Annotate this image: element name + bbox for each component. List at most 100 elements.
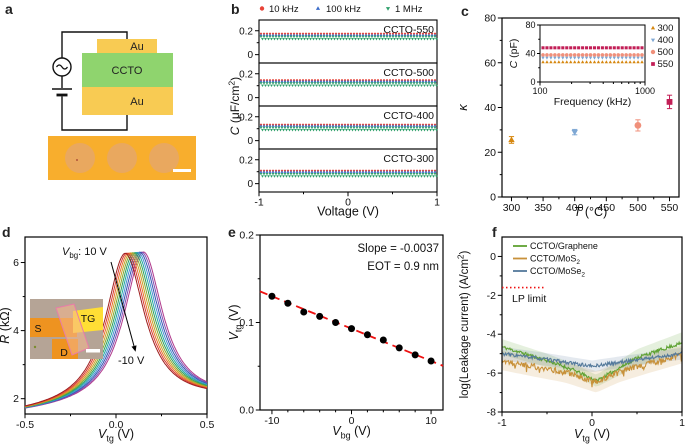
svg-text:100: 100: [532, 86, 547, 96]
svg-text:-1: -1: [497, 417, 506, 429]
svg-text:Vtg (V): Vtg (V): [228, 305, 243, 341]
svg-text:κ: κ: [455, 103, 470, 111]
svg-text:0: 0: [345, 197, 351, 209]
svg-text:CCTO/MoS2: CCTO/MoS2: [530, 254, 580, 266]
micrograph: [48, 136, 196, 180]
series-1 MHz: [259, 126, 438, 132]
panel-d-chart: -0.5 0.0 0.5 2 4 6 Vtg (V) R (kΩ) Vbg: 10 V -10 V…: [0, 236, 214, 443]
svg-text:log(Leakage current) (A/cm2): log(Leakage current) (A/cm2): [457, 250, 471, 398]
series-1 MHz: [259, 82, 438, 88]
svg-text:1000: 1000: [635, 86, 655, 96]
svg-text:Vtg (V): Vtg (V): [574, 427, 610, 443]
bottom-electrode-label: Au: [130, 96, 143, 108]
series-1 MHz: [259, 172, 438, 178]
inset-series-300: [541, 60, 644, 64]
svg-text:60: 60: [484, 57, 496, 69]
svg-text:40: 40: [525, 49, 535, 59]
svg-text:Frequency (kHz): Frequency (kHz): [554, 96, 632, 108]
series-100 kHz: [259, 124, 437, 127]
panel-label-d: d: [2, 224, 11, 240]
svg-text:450: 450: [598, 202, 616, 214]
panel-b-chart: 10 kHz 100 kHz 1 MHz0.20CCTO-5500.20CCTO-5…: [228, 4, 440, 219]
svg-text:Vtg (V): Vtg (V): [98, 427, 134, 443]
svg-text:400: 400: [566, 202, 584, 214]
svg-text:80: 80: [484, 13, 496, 25]
scale-bar: [173, 169, 191, 172]
subplot-CCTO-500: 0.2 0 CCTO-500: [239, 62, 438, 107]
capacitor-pad: [149, 143, 179, 173]
svg-text:0: 0: [530, 77, 535, 87]
svg-text:400: 400: [658, 35, 674, 46]
svg-text:300: 300: [503, 202, 521, 214]
top-electrode-rect: [97, 39, 157, 53]
svg-text:0: 0: [490, 251, 496, 263]
svg-text:Voltage (V): Voltage (V): [317, 205, 379, 219]
svg-text:0: 0: [247, 93, 253, 104]
svg-text:-0.5: -0.5: [16, 419, 34, 431]
lp-limit: LP limit: [502, 286, 546, 305]
capacitor-pad: [107, 143, 137, 173]
panel-a-schematic: Au CCTO Au: [48, 31, 196, 180]
axes: -0.5 0.0 0.5 2 4 6: [13, 257, 214, 431]
svg-text:R (kΩ): R (kΩ): [0, 307, 12, 343]
panel-b-legend: 10 kHz 100 kHz 1 MHz: [259, 4, 423, 15]
svg-text:EOT = 0.9 nm: EOT = 0.9 nm: [367, 261, 439, 273]
curve-CCTO/MoS_{2}: [501, 352, 683, 388]
svg-text:0.2: 0.2: [239, 230, 254, 242]
svg-text:1 MHz: 1 MHz: [395, 4, 423, 15]
svg-text:1: 1: [679, 417, 685, 429]
svg-text:20: 20: [484, 147, 496, 159]
svg-text:0.2: 0.2: [239, 69, 253, 80]
svg-text:80: 80: [525, 20, 535, 30]
svg-text:CCTO-500: CCTO-500: [383, 67, 434, 79]
svg-text:0: 0: [247, 179, 253, 190]
svg-text:Vbg: 10 V: Vbg: 10 V: [62, 246, 108, 260]
series-100 kHz: [259, 79, 437, 83]
curve-CCTO/Graphene: [501, 340, 683, 384]
svg-text:Slope = -0.0037: Slope = -0.0037: [357, 243, 439, 255]
svg-text:0: 0: [490, 192, 496, 204]
svg-text:2: 2: [13, 393, 19, 405]
svg-text:S: S: [34, 323, 41, 335]
x-axis: -1 0 1: [254, 192, 440, 209]
svg-text:0: 0: [349, 415, 355, 427]
svg-text:-10 V: -10 V: [118, 355, 145, 367]
svg-text:TG: TG: [81, 313, 96, 325]
data-points: [268, 292, 435, 365]
bottom-electrode-rect: [82, 87, 173, 115]
svg-text:300: 300: [658, 23, 674, 34]
svg-text:-6: -6: [487, 368, 496, 380]
svg-text:350: 350: [534, 202, 552, 214]
panel-label-c: c: [461, 3, 469, 19]
series-100 kHz: [259, 170, 437, 173]
panel-label-b: b: [231, 1, 240, 17]
svg-text:100 kHz: 100 kHz: [326, 4, 361, 15]
device-micrograph: S TG D: [30, 299, 103, 359]
svg-text:C (μF/cm2): C (μF/cm2): [228, 77, 242, 135]
panel-f-chart: -1 0 1 0 -2 -4 -6 -8 Vtg (V) log(Leakage current)…: [457, 236, 685, 443]
subplot-CCTO-400: 0.2 0 CCTO-400: [239, 105, 438, 150]
svg-text:4: 4: [13, 325, 19, 337]
ac-tilde-icon: [56, 64, 68, 70]
svg-text:6: 6: [13, 257, 19, 269]
svg-text:0: 0: [589, 417, 595, 429]
svg-text:CCTO-400: CCTO-400: [383, 110, 434, 122]
svg-text:550: 550: [661, 202, 679, 214]
annotations: Vbg: 10 V -10 V: [62, 246, 145, 367]
svg-text:0.5: 0.5: [200, 419, 215, 431]
band-CCTO/MoSe_{2}: [502, 346, 682, 373]
svg-text:T (°C): T (°C): [574, 205, 607, 219]
svg-text:0.1: 0.1: [239, 317, 254, 329]
svg-text:1: 1: [434, 197, 440, 209]
svg-text:0.2: 0.2: [239, 112, 253, 123]
svg-text:D: D: [60, 347, 68, 359]
svg-text:0.0: 0.0: [109, 419, 124, 431]
svg-text:40: 40: [484, 102, 496, 114]
circuit-diagram: Au CCTO Au: [52, 31, 173, 131]
circuit-wire-bottom: [61, 96, 128, 131]
svg-text:-8: -8: [487, 407, 496, 419]
panel-label-f: f: [492, 224, 497, 240]
inset-series-550: [541, 46, 644, 50]
